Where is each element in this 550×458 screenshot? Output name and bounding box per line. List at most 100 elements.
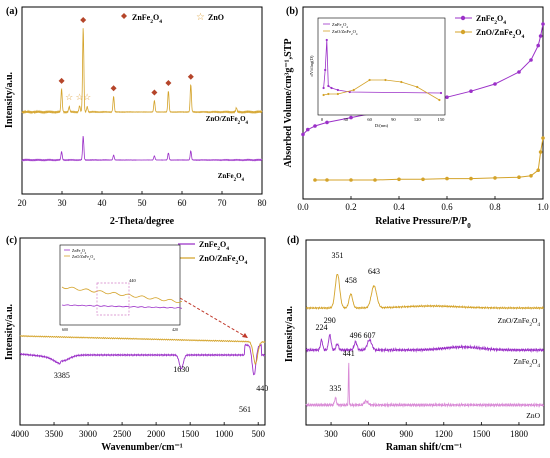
isotherm-point bbox=[469, 89, 473, 93]
isotherm-point bbox=[349, 115, 353, 120]
x-tick-label: 0.2 bbox=[345, 202, 356, 212]
panel-b-x-axis-label: Relative Pressure/P/P0 bbox=[375, 216, 471, 230]
inset-legend-label: ZnO/ZnFe2O4 bbox=[72, 254, 95, 261]
panel-a-frame bbox=[21, 6, 263, 195]
panel-c-frame bbox=[19, 237, 266, 426]
zoom-arrow bbox=[179, 297, 249, 339]
legend-label: ZnFe2O4 bbox=[199, 240, 229, 252]
panel-a-y-axis-label: Intensity/a.u. bbox=[4, 71, 15, 128]
raman-series-label-1: ZnFe2O4 bbox=[513, 357, 540, 369]
isotherm-point bbox=[421, 177, 425, 182]
zno-peak-marker: ☆ bbox=[76, 92, 84, 102]
x-tick-label: 20 bbox=[18, 198, 28, 208]
x-tick-label: 70 bbox=[218, 198, 228, 208]
inset-point bbox=[330, 86, 333, 90]
x-tick-label: 30 bbox=[58, 198, 68, 208]
x-tick-label: 300 bbox=[324, 429, 338, 439]
zinc-ferrite-peak-marker bbox=[58, 77, 65, 84]
raman-peak-label: 458 bbox=[345, 276, 357, 285]
isotherm-curve-1 bbox=[315, 137, 544, 181]
inset-point bbox=[327, 84, 330, 88]
panel-c-tag: (c) bbox=[6, 235, 17, 246]
arrow-head-icon bbox=[242, 333, 248, 338]
inset-highlight-box bbox=[96, 282, 130, 316]
inset-point bbox=[352, 88, 355, 92]
x-tick-label: 900 bbox=[399, 429, 413, 439]
panel-b-frame bbox=[302, 6, 544, 200]
isotherm-point bbox=[529, 174, 533, 178]
inset-x-label: D/(nm) bbox=[375, 123, 389, 128]
raman-peak-label: 224 bbox=[316, 323, 328, 332]
inset-x-tick-label: 150 bbox=[438, 117, 446, 122]
legend-label-zinc-ferrite: ZnFe2O4 bbox=[132, 13, 162, 25]
inset-point bbox=[325, 38, 328, 42]
isotherm-point bbox=[541, 136, 545, 140]
inset-curve bbox=[61, 286, 183, 304]
isotherm-point bbox=[529, 58, 533, 62]
x-tick-label: 0.0 bbox=[297, 202, 309, 212]
raman-curve-1 bbox=[306, 333, 545, 354]
x-tick-label: 1200 bbox=[435, 429, 454, 439]
x-tick-label: 3000 bbox=[79, 429, 98, 439]
isotherm-point bbox=[373, 178, 377, 182]
legend-label: ZnO/ZnFe2O4 bbox=[199, 254, 248, 266]
isotherm-point bbox=[536, 43, 540, 48]
panel-d-y-axis-label: Intensity/a.u. bbox=[284, 305, 295, 362]
isotherm-point bbox=[493, 176, 497, 180]
raman-series-label-2: ZnO bbox=[526, 411, 540, 420]
legend-label: ZnO/ZnFe2O4 bbox=[476, 28, 525, 40]
x-tick-label: 3500 bbox=[45, 429, 64, 439]
isotherm-point bbox=[325, 120, 329, 125]
zno-peak-marker: ☆ bbox=[83, 92, 91, 102]
x-tick-label: 0.4 bbox=[393, 202, 405, 212]
inset-point bbox=[416, 85, 419, 89]
inset-frame bbox=[317, 17, 446, 116]
xrd-series-label-1: ZnFe2O4 bbox=[218, 172, 245, 183]
x-tick-label: 1500 bbox=[181, 429, 200, 439]
inset-point bbox=[438, 98, 441, 102]
raman-peak-label: 441 bbox=[343, 349, 355, 358]
panel-d-raman: (d) 300 600 900 1200 1500 1800 351 458 643 22429… bbox=[284, 235, 545, 453]
panel-c-x-axis-label: Wavenumber/cm⁻¹ bbox=[101, 442, 183, 453]
isotherm-point bbox=[325, 178, 329, 182]
zinc-ferrite-peak-marker bbox=[80, 17, 87, 23]
inset-x-tick-label: 120 bbox=[414, 117, 422, 122]
x-tick-label: 4000 bbox=[11, 429, 30, 439]
inset-point bbox=[400, 80, 403, 84]
isotherm-point bbox=[301, 132, 305, 137]
x-tick-label: 50 bbox=[138, 198, 148, 208]
x-tick-label: 0.6 bbox=[441, 202, 453, 212]
inset-x-tick-label: 0 bbox=[321, 117, 324, 122]
inset-point bbox=[322, 86, 325, 90]
panel-d-x-axis-label: Raman shift/cm⁻¹ bbox=[386, 442, 462, 453]
isotherm-point bbox=[541, 22, 545, 26]
isotherm-point bbox=[517, 175, 521, 179]
xrd-curve-1 bbox=[21, 135, 263, 162]
raman-peak-label: 290 bbox=[324, 316, 336, 325]
raman-peak-label: 351 bbox=[331, 251, 343, 260]
inset-x-tick-label: 420 bbox=[172, 327, 178, 332]
ftir-peak-label: 440 bbox=[256, 384, 268, 393]
x-tick-label: 500 bbox=[251, 429, 265, 439]
legend-diamond-icon bbox=[121, 13, 127, 19]
raman-peak-label: 496 bbox=[350, 331, 362, 340]
raman-peak-label: 643 bbox=[368, 267, 380, 276]
isotherm-point bbox=[445, 176, 449, 181]
inset-x-tick-label: 60 bbox=[367, 117, 372, 122]
x-tick-label: 2000 bbox=[147, 429, 166, 439]
inset-point bbox=[327, 92, 330, 96]
raman-series-label-0: ZnO/ZnFe2O4 bbox=[498, 316, 541, 328]
x-tick-label: 40 bbox=[98, 198, 108, 208]
isotherm-point bbox=[349, 178, 353, 182]
isotherm-point bbox=[538, 150, 543, 154]
panel-d-frame bbox=[305, 239, 545, 426]
raman-peak-label: 335 bbox=[329, 384, 341, 393]
zinc-ferrite-peak-marker bbox=[110, 85, 117, 92]
isotherm-point bbox=[538, 34, 543, 38]
isotherm-point bbox=[493, 82, 497, 86]
zno-peak-marker: ☆ bbox=[65, 92, 73, 102]
x-tick-label: 0.8 bbox=[489, 202, 501, 212]
isotherm-point bbox=[306, 127, 310, 132]
inset-x-tick-label: 600 bbox=[62, 327, 68, 332]
